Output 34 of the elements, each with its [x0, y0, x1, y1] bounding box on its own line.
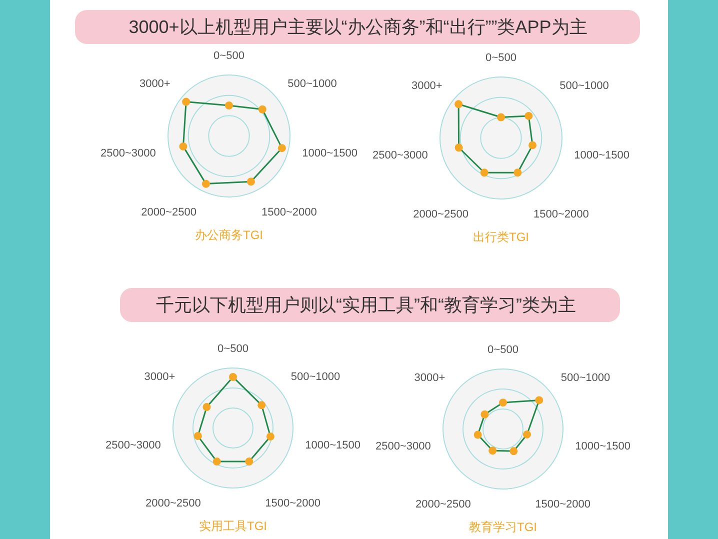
spoke-label: 2000~2500: [146, 498, 201, 510]
spoke-label: 3000+: [139, 78, 170, 90]
spoke-label: 1000~1500: [574, 150, 630, 162]
spoke-label: 3000+: [144, 370, 176, 383]
spoke-label: 2500~3000: [375, 440, 431, 452]
spoke-label: 1500~2000: [265, 498, 320, 510]
spoke-label: 2000~2500: [413, 208, 468, 221]
text: 3000+以上机型用户主要以“办公商务”和“出行””类APP为主: [128, 17, 588, 37]
spoke-label: 2000~2500: [416, 498, 471, 511]
spoke-label: 0~500: [486, 52, 516, 64]
text: 出行类TGI: [473, 230, 529, 244]
spoke-label: 0~500: [218, 343, 248, 355]
spoke-label: 3000+: [414, 372, 446, 384]
spoke-label: 2500~3000: [372, 150, 428, 162]
text: 教育学习TGI: [469, 520, 537, 534]
spoke-label: 0~500: [214, 50, 244, 62]
spoke-label: 1500~2000: [535, 498, 590, 511]
spoke-label: 1000~1500: [302, 148, 358, 160]
spoke-label: 1000~1500: [305, 439, 361, 452]
spoke-label: 500~1000: [560, 80, 609, 92]
text: 办公商务TGI: [195, 228, 263, 242]
spoke-label: 3000+: [411, 80, 442, 92]
spoke-label: 2000~2500: [141, 206, 196, 219]
text: 实用工具TGI: [199, 519, 267, 533]
spoke-label: 1500~2000: [534, 208, 589, 221]
spoke-label: 0~500: [488, 344, 518, 356]
text: 千元以下机型用户则以“实用工具”和“教育学习”类为主: [156, 295, 576, 315]
spoke-label: 500~1000: [290, 370, 340, 383]
spoke-label: 2500~3000: [100, 148, 156, 160]
spoke-label: 500~1000: [560, 372, 610, 384]
spoke-label: 500~1000: [288, 78, 337, 90]
spoke-label: 1500~2000: [262, 206, 317, 219]
spoke-label: 2500~3000: [105, 439, 161, 452]
spoke-label: 1000~1500: [575, 440, 631, 452]
